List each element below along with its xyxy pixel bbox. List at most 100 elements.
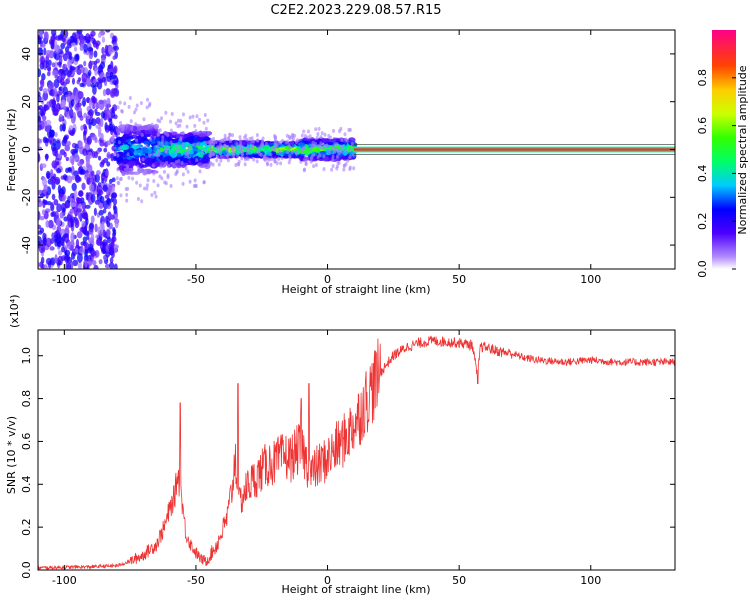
heatmap-cell [175,170,179,175]
heatmap-cell [248,136,252,141]
heatmap-cell [66,71,71,78]
heatmap-cell [208,143,212,148]
heatmap-cell [47,59,52,66]
heatmap-cell [92,97,98,104]
heatmap-cell [311,140,315,145]
heatmap-cell [53,234,59,243]
heatmap-cell [45,49,52,55]
heatmap-cell [218,142,222,147]
heatmap-cell [314,141,318,146]
heatmap-cell [208,153,212,158]
heatmap-cell [217,162,221,167]
heatmap-cell [95,42,99,50]
heatmap-cell [42,237,48,247]
heatmap-cell [171,131,177,136]
heatmap-cell [180,160,184,165]
heatmap-cell [145,183,149,188]
heatmap-cell [92,260,97,266]
heatmap-cell [169,128,173,133]
heatmap-cell [150,193,154,198]
heatmap-cell [89,222,95,230]
y-tick-label: 1.0 [20,347,33,365]
heatmap-cell [43,184,49,192]
heatmap-cell [69,155,75,164]
heatmap-cell [279,140,283,145]
heatmap-cell [40,56,46,65]
heatmap-cell [352,152,356,157]
heatmap-cell [348,127,352,132]
heatmap-cell [99,196,105,204]
heatmap-cell [258,152,262,157]
heatmap-cell [73,46,78,52]
heatmap-cell [202,180,206,185]
snr-background [38,330,675,570]
heatmap-cell [163,141,171,147]
heatmap-cell [154,194,158,199]
heatmap-cell [106,197,111,206]
heatmap-cell [88,151,93,159]
heatmap-cell [157,140,161,145]
heatmap-cell [176,152,182,158]
y-tick-label: 0.6 [20,433,33,451]
heatmap-cell [130,140,136,144]
heatmap-cell [183,157,189,163]
heatmap-cell [62,53,68,62]
heatmap-cell [82,97,86,107]
snr-series-line [38,335,675,570]
heatmap-cell [339,155,348,160]
heatmap-cell [56,241,62,248]
heatmap-cell [174,159,178,164]
heatmap-cell [85,192,89,201]
heatmap-cell [193,183,197,188]
heatmap-cell [139,101,143,106]
heatmap-cell [268,143,274,147]
heatmap-cell [125,123,129,128]
heatmap-cell [236,153,240,158]
heatmap-cell [39,193,45,198]
heatmap-cell [57,184,62,195]
heatmap-cell [95,234,100,239]
heatmap-cell [251,139,255,144]
heatmap-cell [333,146,337,151]
heatmap-cell [143,140,150,146]
heatmap-cell [273,148,277,153]
heatmap-cell [126,152,130,157]
heatmap-cell [210,140,214,145]
heatmap-cell [325,143,329,148]
heatmap-cell [73,189,78,200]
heatmap-cell [51,193,56,201]
heatmap-cell [175,143,179,148]
snr-y-axis-label: SNR (10 * v/v) [5,416,18,494]
heatmap-cell [133,149,139,156]
heatmap-cell [45,237,52,248]
heatmap-cell [42,199,48,204]
heatmap-cell [200,149,204,154]
heatmap-cell [79,44,84,51]
heatmap-cell [79,34,85,45]
heatmap-cell [296,138,300,143]
heatmap-cell [100,132,104,141]
heatmap-cell [39,261,44,269]
heatmap-cell [98,99,104,105]
heatmap-cell [331,154,335,159]
heatmap-cell [38,94,42,102]
heatmap-cell [231,147,235,152]
heatmap-cell [119,193,123,198]
heatmap-cell [193,123,197,128]
heatmap-cell [159,164,163,169]
heatmap-cell [344,148,348,153]
heatmap-cell [60,71,66,80]
heatmap-cell [61,99,66,108]
heatmap-cell [71,202,76,208]
heatmap-cell [202,120,206,125]
heatmap-cell [160,176,164,181]
heatmap-cell [266,162,270,167]
heatmap-cell [105,88,111,96]
heatmap-cell [50,202,54,210]
heatmap-cell [111,192,118,199]
heatmap-cell [348,155,352,160]
heatmap-cell [99,140,105,147]
heatmap-cell [56,75,63,84]
heatmap-cell [278,149,282,154]
heatmap-cell [82,236,88,243]
